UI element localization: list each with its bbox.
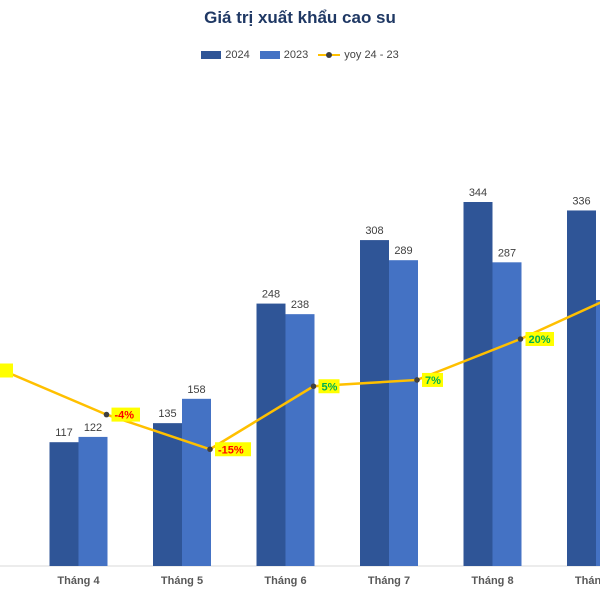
bar-label-2023-3: 238 xyxy=(291,299,309,311)
yoy-label-bg-4 xyxy=(422,372,443,387)
yoy-marker-4 xyxy=(414,377,420,383)
x-tick-label-1: Tháng 4 xyxy=(57,575,100,587)
legend-item-2024: 2024 xyxy=(201,49,250,61)
yoy-label-3: 5% xyxy=(322,381,338,393)
bar-2024-4 xyxy=(360,240,389,566)
bar-label-2023-5: 287 xyxy=(498,247,516,259)
bar-2023-1 xyxy=(78,436,108,566)
x-tick-label-6: Tháng 9 xyxy=(575,575,600,587)
yoy-label-bg-1 xyxy=(111,407,140,422)
bar-label-2024-3: 248 xyxy=(262,289,280,301)
bar-2023-4 xyxy=(389,260,418,566)
bar-2024-5 xyxy=(463,202,493,566)
yoy-line-group: -4% -15% 5% 7% 20% xyxy=(0,301,600,457)
x-tick-label-2: Tháng 5 xyxy=(161,575,203,587)
yoy-label-5: 20% xyxy=(529,334,551,346)
yoy-label-bg-0 xyxy=(0,363,13,378)
yoy-marker-1 xyxy=(103,411,110,418)
bar-2023-3 xyxy=(285,314,315,566)
bar-2023-5 xyxy=(492,262,522,566)
legend-item-2023: 2023 xyxy=(259,49,309,61)
bar-label-2023-2: 158 xyxy=(187,384,205,396)
bar-label-2024-4: 308 xyxy=(365,225,383,237)
yoy-label-4: 7% xyxy=(425,375,441,387)
yoy-label-2: -15% xyxy=(218,444,244,456)
bar-label-2023-4: 289 xyxy=(394,245,412,257)
legend-label-2024: 2024 xyxy=(225,49,250,61)
legend: 2024 2023 yoy 24 - 23 xyxy=(0,49,600,61)
x-tick-label-4: Tháng 7 xyxy=(368,575,410,587)
legend-label-2023: 2023 xyxy=(283,49,309,61)
bar-2024-6 xyxy=(567,210,596,566)
yoy-label-bg-2 xyxy=(215,442,251,457)
bar-2024-3 xyxy=(256,303,286,566)
bar-2024-2 xyxy=(153,423,182,566)
bar-label-2024-2: 135 xyxy=(158,408,176,420)
yoy-marker-2 xyxy=(207,446,213,453)
bar-label-2024-1: 117 xyxy=(55,427,73,439)
bar-2023-2 xyxy=(182,398,211,566)
bar-label-2024-5: 344 xyxy=(469,187,487,199)
legend-swatch-2023 xyxy=(259,51,280,59)
legend-item-yoy: yoy 24 - 23 xyxy=(318,49,399,61)
bar-label-2024-6: 336 xyxy=(572,195,590,207)
yoy-label-bg-3 xyxy=(318,379,340,394)
x-tick-label-5: Tháng 8 xyxy=(471,575,513,587)
chart-title: Giá trị xuất khẩu cao su xyxy=(204,8,396,27)
yoy-marker-5 xyxy=(517,336,524,342)
yoy-label-bg-5 xyxy=(525,332,554,346)
bar-label-2023-1: 122 xyxy=(84,422,102,434)
bar-group xyxy=(49,202,600,566)
legend-swatch-2024 xyxy=(201,51,222,59)
bar-value-labels: 117 135 248 308 344 336 122 158 238 289 287 xyxy=(55,187,590,439)
x-tick-label-3: Tháng 6 xyxy=(264,575,306,587)
legend-swatch-yoy xyxy=(318,51,341,59)
legend-label-yoy: yoy 24 - 23 xyxy=(344,49,399,61)
yoy-label-1: -4% xyxy=(115,410,135,422)
bar-2024-1 xyxy=(49,442,79,566)
bar-2023-6 xyxy=(596,300,600,566)
yoy-marker-3 xyxy=(310,383,317,390)
